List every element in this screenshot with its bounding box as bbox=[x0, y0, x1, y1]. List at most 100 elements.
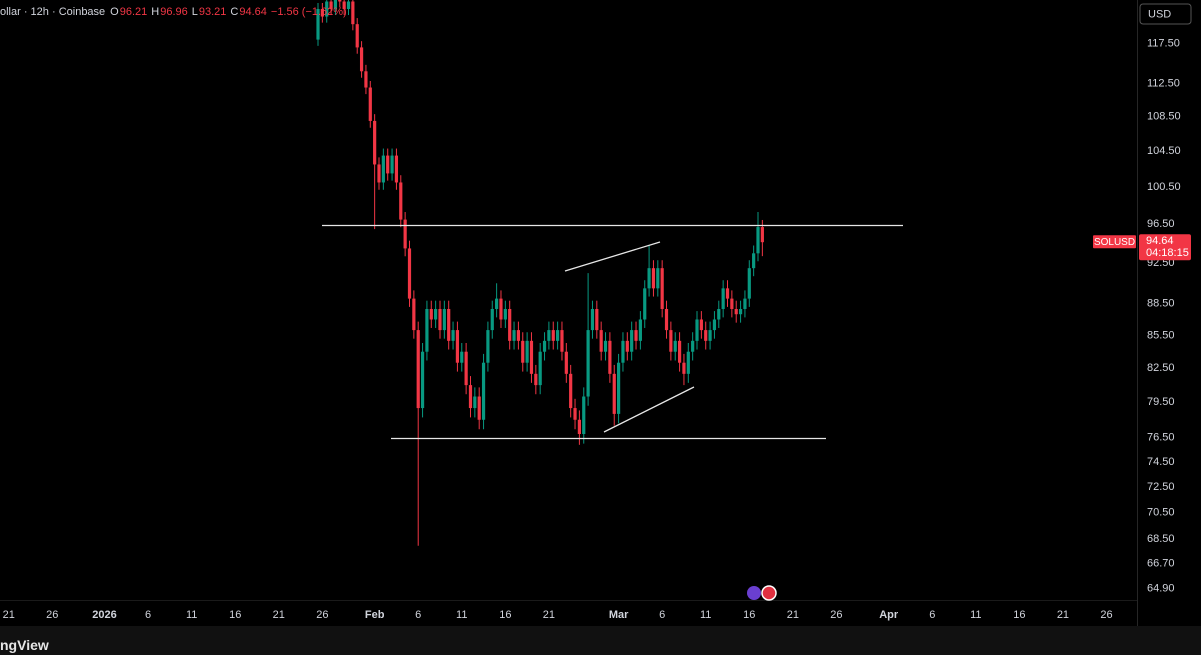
candle-body bbox=[638, 319, 642, 341]
ohlc-label: L bbox=[191, 6, 198, 18]
candle-body bbox=[390, 155, 394, 174]
ohlc-label: O bbox=[110, 6, 119, 18]
candle-body bbox=[434, 308, 438, 320]
candle-body bbox=[451, 330, 455, 341]
candle-body bbox=[407, 248, 412, 299]
currency-label[interactable]: USD bbox=[1148, 8, 1171, 20]
y-tick-label: 82.50 bbox=[1147, 362, 1175, 374]
x-tick-label: 2026 bbox=[92, 609, 116, 621]
candle-body bbox=[673, 340, 677, 352]
candle-body bbox=[542, 340, 547, 352]
x-tick-label: 11 bbox=[456, 609, 467, 621]
candle-body bbox=[429, 308, 433, 320]
x-tick-label: 26 bbox=[46, 609, 58, 621]
background bbox=[0, 0, 1201, 626]
candle-body bbox=[717, 308, 721, 320]
y-tick-label: 66.70 bbox=[1147, 557, 1175, 569]
x-tick-label: 16 bbox=[499, 609, 511, 621]
last-price-box bbox=[1139, 234, 1191, 261]
candle-body bbox=[521, 340, 525, 363]
candle-body bbox=[351, 1, 355, 25]
candle-body bbox=[538, 351, 542, 386]
x-tick-label: 21 bbox=[273, 609, 285, 621]
candle-body bbox=[603, 340, 608, 352]
ohlc-label: H bbox=[151, 6, 160, 18]
candle-body bbox=[734, 308, 738, 315]
candle-body bbox=[730, 298, 734, 309]
candle-body bbox=[573, 408, 577, 420]
x-tick-label: 6 bbox=[659, 609, 665, 621]
ohlc-label: C bbox=[230, 6, 239, 18]
x-tick-label: 11 bbox=[700, 609, 711, 621]
candle-body bbox=[316, 8, 320, 40]
candle-body bbox=[320, 8, 324, 17]
candle-body bbox=[499, 298, 503, 320]
candle-body bbox=[647, 268, 651, 289]
candle-body bbox=[525, 340, 529, 363]
x-tick-label: Apr bbox=[879, 609, 899, 621]
candle-body bbox=[599, 330, 603, 352]
candle-body bbox=[643, 288, 647, 320]
symbol: ollar · 12h · Coinbase bbox=[0, 6, 106, 18]
countdown: 04:18:15 bbox=[1146, 247, 1189, 259]
candle-body bbox=[747, 268, 751, 299]
x-tick-label: 11 bbox=[186, 609, 197, 621]
y-tick-label: 85.50 bbox=[1147, 329, 1175, 341]
candle-body bbox=[329, 1, 333, 9]
candle-body bbox=[577, 419, 581, 435]
candle-body bbox=[699, 319, 703, 331]
candle-body bbox=[333, 0, 338, 9]
candle-body bbox=[560, 330, 564, 352]
event-icon[interactable] bbox=[747, 586, 761, 600]
x-tick-label: 6 bbox=[145, 609, 151, 621]
x-tick-label: 6 bbox=[415, 609, 421, 621]
x-tick-label: Mar bbox=[609, 609, 629, 621]
candle-body bbox=[403, 219, 407, 249]
candle-body bbox=[756, 227, 760, 254]
candle-body bbox=[425, 308, 429, 352]
y-tick-label: 100.50 bbox=[1147, 181, 1181, 193]
candle-body bbox=[695, 319, 699, 341]
candle-body bbox=[516, 330, 521, 341]
event-icons[interactable] bbox=[747, 585, 777, 601]
candle-body bbox=[682, 362, 686, 374]
candle-body bbox=[442, 308, 446, 331]
x-tick-label: 21 bbox=[3, 609, 15, 621]
candle-body bbox=[455, 330, 460, 363]
candle-body bbox=[447, 308, 451, 341]
x-tick-label: 21 bbox=[787, 609, 799, 621]
x-tick-label: 11 bbox=[970, 609, 981, 621]
candle-body bbox=[664, 308, 669, 331]
candle-body bbox=[621, 340, 625, 363]
candle-body bbox=[346, 1, 351, 9]
y-tick-label: 74.50 bbox=[1147, 456, 1175, 468]
x-tick-label: 21 bbox=[1057, 609, 1069, 621]
candle-body bbox=[686, 351, 690, 374]
candle-body bbox=[416, 330, 420, 409]
candle-body bbox=[656, 268, 660, 289]
candle-body bbox=[386, 155, 390, 174]
candle-body bbox=[677, 340, 682, 363]
candle-body bbox=[481, 362, 486, 420]
candle-body bbox=[551, 330, 555, 341]
candle-body bbox=[595, 308, 599, 331]
candle-body bbox=[564, 351, 568, 374]
candle-body bbox=[438, 308, 442, 331]
y-tick-label: 70.50 bbox=[1147, 507, 1175, 519]
watermark: ngView bbox=[0, 637, 49, 653]
y-tick-label: 68.50 bbox=[1147, 533, 1175, 545]
event-icon[interactable] bbox=[761, 585, 777, 601]
ticker-label-box bbox=[1093, 235, 1136, 249]
candle-body bbox=[394, 155, 399, 183]
y-tick-label: 108.50 bbox=[1147, 111, 1181, 123]
candle-body bbox=[760, 227, 764, 243]
candle-body bbox=[355, 24, 359, 48]
candle-body bbox=[420, 351, 425, 409]
y-tick-label: 96.50 bbox=[1147, 218, 1175, 230]
x-tick-label: 26 bbox=[1100, 609, 1112, 621]
candle-body bbox=[738, 308, 743, 315]
candle-body bbox=[364, 71, 368, 88]
candle-body bbox=[464, 351, 468, 386]
candle-body bbox=[534, 373, 538, 386]
currency-button[interactable] bbox=[1139, 3, 1192, 25]
